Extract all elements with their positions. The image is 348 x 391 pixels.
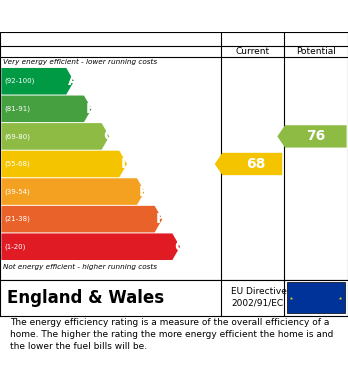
Text: G: G bbox=[174, 240, 185, 254]
Text: (81-91): (81-91) bbox=[4, 106, 30, 112]
Text: (55-68): (55-68) bbox=[4, 161, 30, 167]
Text: (39-54): (39-54) bbox=[4, 188, 30, 195]
Text: Potential: Potential bbox=[296, 47, 336, 56]
Text: (21-38): (21-38) bbox=[4, 216, 30, 222]
Bar bbox=[287, 282, 345, 313]
Text: England & Wales: England & Wales bbox=[7, 289, 164, 307]
Text: Energy Efficiency Rating: Energy Efficiency Rating bbox=[10, 9, 232, 23]
Polygon shape bbox=[215, 153, 282, 175]
Text: (1-20): (1-20) bbox=[4, 244, 25, 250]
Bar bbox=[0, 46, 348, 57]
Text: B: B bbox=[85, 102, 96, 116]
Text: EU Directive
2002/91/EC: EU Directive 2002/91/EC bbox=[231, 287, 287, 307]
Polygon shape bbox=[1, 95, 92, 122]
Text: Not energy efficient - higher running costs: Not energy efficient - higher running co… bbox=[3, 264, 158, 270]
Text: 68: 68 bbox=[246, 157, 266, 171]
Polygon shape bbox=[1, 123, 109, 150]
Text: A: A bbox=[68, 74, 78, 88]
Polygon shape bbox=[1, 233, 180, 260]
Text: E: E bbox=[139, 185, 148, 199]
Text: (69-80): (69-80) bbox=[4, 133, 30, 140]
Text: The energy efficiency rating is a measure of the overall efficiency of a home. T: The energy efficiency rating is a measur… bbox=[10, 318, 334, 351]
Text: C: C bbox=[103, 129, 113, 143]
Text: Very energy efficient - lower running costs: Very energy efficient - lower running co… bbox=[3, 59, 158, 65]
Text: Current: Current bbox=[235, 47, 269, 56]
Text: (92-100): (92-100) bbox=[4, 78, 34, 84]
Polygon shape bbox=[1, 206, 162, 232]
Text: 76: 76 bbox=[306, 129, 325, 143]
Polygon shape bbox=[1, 178, 145, 205]
Polygon shape bbox=[1, 151, 127, 177]
Polygon shape bbox=[277, 125, 347, 147]
Text: D: D bbox=[121, 157, 132, 171]
Text: F: F bbox=[156, 212, 166, 226]
Polygon shape bbox=[1, 68, 74, 95]
